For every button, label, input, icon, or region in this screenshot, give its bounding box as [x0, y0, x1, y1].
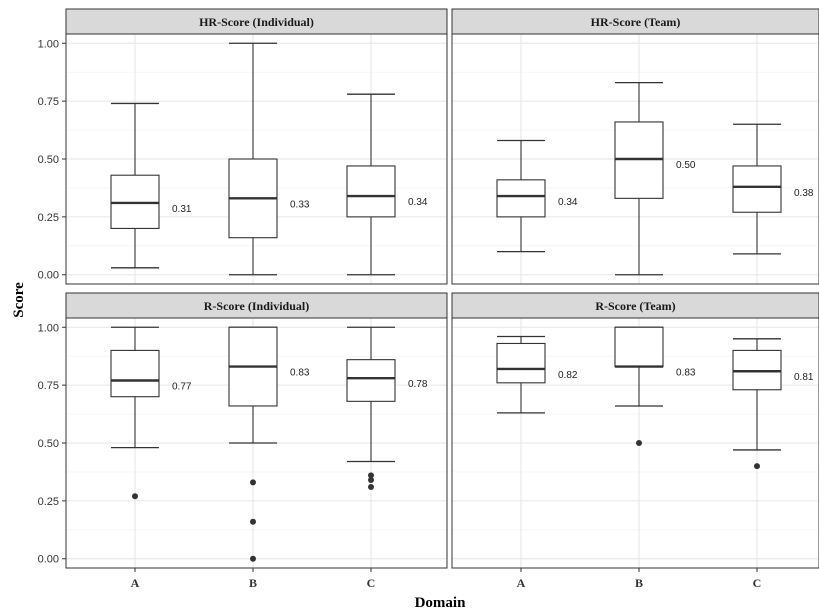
iqr-box — [346, 359, 396, 402]
y-tick-label: 0.25 — [38, 212, 59, 224]
facet-title: HR-Score (Individual) — [199, 15, 314, 29]
median-value-label: 0.50 — [676, 160, 696, 171]
outlier-point — [368, 472, 374, 479]
box-C: 0.34 — [346, 93, 428, 276]
y-tick-label: 0.00 — [38, 554, 59, 566]
box-A: 0.82 — [496, 335, 578, 414]
iqr-box — [614, 326, 664, 368]
outlier-point — [250, 518, 256, 525]
outlier-point — [368, 477, 374, 484]
y-tick-label: 0.75 — [38, 380, 59, 392]
y-tick-label: 0.00 — [38, 270, 59, 282]
median-value-label: 0.81 — [794, 372, 814, 383]
y-tick-label: 0.25 — [38, 496, 59, 508]
panel-border — [451, 317, 819, 569]
facet-panel: R-Score (Team) 0.82 0.83 0.81 A B C — [451, 292, 819, 590]
box-B: 0.33 — [228, 42, 310, 276]
box-B: 0.83 — [228, 326, 310, 562]
facet-strip — [65, 8, 448, 35]
median-value-label: 0.34 — [408, 197, 428, 208]
x-tick-label: B — [249, 576, 257, 590]
iqr-box — [732, 165, 782, 213]
box-A: 0.77 — [110, 326, 192, 500]
iqr-box — [346, 165, 396, 218]
facet-strip — [65, 292, 448, 319]
y-tick-label: 1.00 — [38, 322, 59, 334]
facet-panel: HR-Score (Team) 0.34 0.50 0.38 — [451, 8, 819, 285]
box-C: 0.78 — [346, 326, 428, 490]
median-value-label: 0.38 — [794, 188, 814, 199]
median-value-label: 0.83 — [290, 368, 310, 379]
facet-title: R-Score (Individual) — [204, 299, 309, 313]
y-axis-title: Score — [11, 282, 27, 318]
panel-border — [451, 33, 819, 285]
box-A: 0.31 — [110, 102, 192, 269]
facet-panel: R-Score (Individual) 0.77 0.83 0.78 0.00 0.25… — [38, 292, 448, 590]
facet-title: R-Score (Team) — [595, 299, 675, 313]
median-value-label: 0.77 — [172, 382, 192, 393]
outlier-point — [754, 463, 760, 470]
facet-strip — [451, 8, 819, 35]
outlier-point — [368, 483, 374, 490]
median-value-label: 0.78 — [408, 379, 428, 390]
box-C: 0.38 — [732, 123, 814, 255]
x-tick-label: C — [367, 576, 376, 590]
y-tick-label: 0.50 — [38, 154, 59, 166]
box-B: 0.83 — [614, 326, 696, 446]
median-value-label: 0.33 — [290, 199, 310, 210]
box-B: 0.50 — [614, 81, 696, 276]
box-C: 0.81 — [732, 338, 814, 470]
y-tick-label: 1.00 — [38, 38, 59, 50]
iqr-box — [110, 349, 160, 398]
x-tick-label: B — [635, 576, 643, 590]
facet-panel: HR-Score (Individual) 0.31 0.33 0.34 0.00 0.2… — [38, 8, 448, 285]
box-A: 0.34 — [496, 139, 578, 253]
iqr-box — [496, 342, 546, 384]
facet-title: HR-Score (Team) — [591, 15, 681, 29]
x-axis-title: Domain — [415, 595, 466, 611]
facet-strip — [451, 292, 819, 319]
median-value-label: 0.82 — [558, 370, 578, 381]
median-value-label: 0.34 — [558, 197, 578, 208]
y-tick-label: 0.75 — [38, 96, 59, 108]
median-value-label: 0.31 — [172, 204, 192, 215]
outlier-point — [250, 555, 256, 562]
y-tick-label: 0.50 — [38, 438, 59, 450]
x-tick-label: C — [753, 576, 762, 590]
iqr-box — [496, 179, 546, 218]
x-tick-label: A — [517, 576, 526, 590]
x-tick-label: A — [131, 576, 140, 590]
outlier-point — [132, 493, 138, 500]
median-value-label: 0.83 — [676, 368, 696, 379]
outlier-point — [636, 440, 642, 446]
outlier-point — [250, 479, 256, 486]
